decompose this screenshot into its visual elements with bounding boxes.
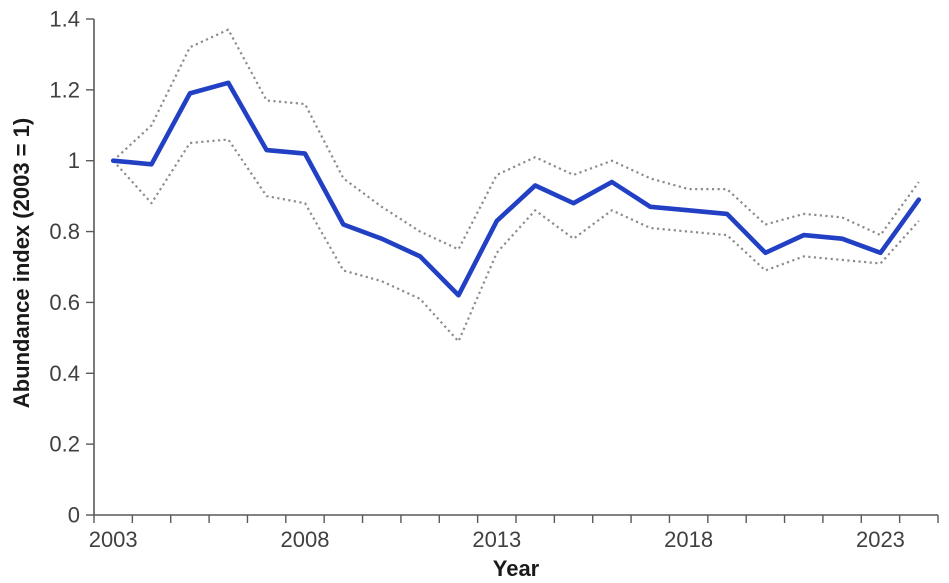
- axis-lines: [93, 19, 938, 516]
- y-tick-label: 0.4: [49, 361, 80, 386]
- y-tick-label: 0.6: [49, 290, 80, 315]
- x-tick-label: 2018: [664, 527, 713, 552]
- y-tick-label: 0.2: [49, 432, 80, 457]
- lower-confidence-limit-line: [112, 138, 920, 343]
- y-tick-label: 1.2: [49, 77, 80, 102]
- y-tick-label: 1: [68, 148, 80, 173]
- y-tick-label: 0.8: [49, 219, 80, 244]
- x-tick-label: 2008: [281, 527, 330, 552]
- x-tick-label: 2023: [856, 527, 905, 552]
- x-tick-label: 2003: [89, 527, 138, 552]
- upper-confidence-limit-line: [112, 28, 920, 251]
- y-axis-title: Abundance index (2003 = 1): [9, 117, 34, 409]
- y-tick-label: 0: [68, 503, 80, 528]
- x-axis-title: Year: [492, 556, 540, 581]
- abundance-index-line: [110, 80, 922, 298]
- x-tick-label: 2013: [472, 527, 521, 552]
- y-tick-label: 1.4: [49, 7, 80, 32]
